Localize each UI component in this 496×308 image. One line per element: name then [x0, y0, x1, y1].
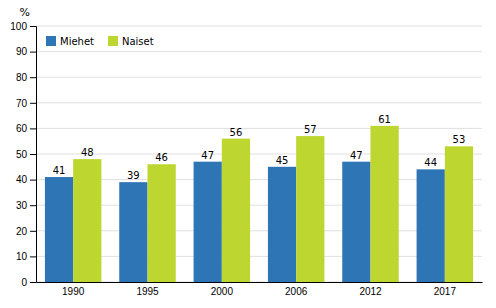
grid-line	[36, 51, 482, 52]
y-tick: 50	[16, 149, 36, 160]
grid-line	[36, 256, 482, 257]
data-label: 48	[81, 147, 94, 158]
grid-line	[36, 128, 482, 129]
legend: Miehet Naiset	[46, 36, 154, 47]
y-tick-label: 50	[16, 149, 28, 160]
bar	[371, 126, 399, 282]
data-labels: 41 39 47 45 47 44 48 46 56 57 61 53	[53, 114, 466, 181]
data-label: 47	[201, 150, 214, 161]
grid-line	[36, 179, 482, 180]
x-tick-label: 1990	[62, 286, 85, 297]
x-tick-label: 1995	[136, 286, 159, 297]
x-axis-line	[37, 282, 483, 283]
bar	[296, 136, 324, 282]
y-tick-mark	[30, 282, 36, 283]
y-tick-label: 70	[16, 98, 28, 109]
y-tick: 100	[10, 21, 36, 32]
bar	[194, 162, 222, 282]
y-tick: 40	[16, 174, 36, 185]
x-tick-label: 2006	[285, 286, 308, 297]
y-tick-mark	[30, 231, 36, 232]
legend-item: Naiset	[108, 36, 154, 47]
bar	[73, 159, 101, 282]
y-tick: 0	[21, 277, 36, 288]
grid-line	[36, 77, 482, 78]
x-tick: 1995	[136, 286, 159, 297]
data-label: 44	[424, 157, 437, 168]
bar	[268, 167, 296, 282]
x-axis: 1990 1995 2000 2006 2012 2017	[37, 283, 483, 298]
bar	[417, 169, 445, 282]
y-axis-line	[30, 27, 37, 283]
legend-item: Miehet	[46, 36, 94, 47]
y-axis-label: %	[20, 6, 30, 19]
y-tick: 30	[16, 200, 36, 211]
x-tick: 2017	[434, 286, 457, 297]
grid-line	[36, 205, 482, 206]
bar	[119, 182, 147, 282]
chart: 0 10 20 30 40 50 60 70 80 90 100 1990 1995 2000 2006 20…	[0, 0, 496, 308]
grid-line	[36, 230, 482, 231]
data-label: 41	[53, 165, 66, 176]
bar	[342, 162, 370, 282]
legend-swatch	[108, 36, 118, 46]
y-tick-label: 60	[16, 123, 28, 134]
x-tick: 2006	[285, 286, 308, 297]
legend-label: Naiset	[122, 36, 154, 47]
y-tick-mark	[30, 52, 36, 53]
y-tick: 80	[16, 72, 36, 83]
x-tick-label: 2012	[359, 286, 382, 297]
y-tick: 20	[16, 226, 36, 237]
y-tick-mark	[30, 205, 36, 206]
y-tick-label: 100	[10, 21, 27, 32]
y-tick-mark	[30, 154, 36, 155]
plot: 0 10 20 30 40 50 60 70 80 90 100 1990 1995 2000 2006 20…	[10, 21, 482, 297]
legend-label: Miehet	[60, 36, 94, 47]
y-tick-mark	[30, 128, 36, 129]
y-tick: 10	[16, 251, 36, 262]
data-label: 39	[127, 170, 140, 181]
data-label: 57	[304, 124, 317, 135]
data-label: 46	[155, 152, 168, 163]
y-tick-mark	[30, 26, 36, 27]
grid-line	[36, 154, 482, 155]
y-tick-mark	[30, 256, 36, 257]
legend-swatch	[46, 36, 56, 46]
y-tick-label: 90	[16, 46, 28, 57]
data-label: 56	[230, 127, 243, 138]
y-axis: 0 10 20 30 40 50 60 70 80 90 100	[10, 21, 36, 288]
x-tick: 2000	[211, 286, 234, 297]
y-tick-label: 0	[21, 277, 27, 288]
grid-line	[36, 26, 482, 27]
y-tick-mark	[30, 103, 36, 104]
grid-line	[36, 102, 482, 103]
x-tick-label: 2017	[434, 286, 457, 297]
y-tick-mark	[30, 180, 36, 181]
bar	[148, 164, 176, 282]
x-tick: 2012	[359, 286, 382, 297]
y-tick: 60	[16, 123, 36, 134]
y-tick-label: 30	[16, 200, 28, 211]
y-tick-label: 10	[16, 251, 28, 262]
y-tick-label: 40	[16, 174, 28, 185]
data-label: 47	[350, 150, 363, 161]
bar	[445, 146, 473, 282]
bar	[45, 177, 73, 282]
data-label: 61	[378, 114, 391, 125]
grid-line	[36, 282, 482, 283]
x-tick: 1990	[62, 286, 85, 297]
y-tick-label: 80	[16, 72, 28, 83]
grid	[36, 26, 482, 282]
y-tick: 70	[16, 98, 36, 109]
data-label: 53	[453, 134, 466, 145]
bar	[222, 139, 250, 282]
y-tick-mark	[30, 77, 36, 78]
y-tick-label: 20	[16, 226, 28, 237]
bars	[45, 126, 473, 282]
y-tick: 90	[16, 46, 36, 57]
x-tick-label: 2000	[211, 286, 234, 297]
data-label: 45	[276, 155, 289, 166]
